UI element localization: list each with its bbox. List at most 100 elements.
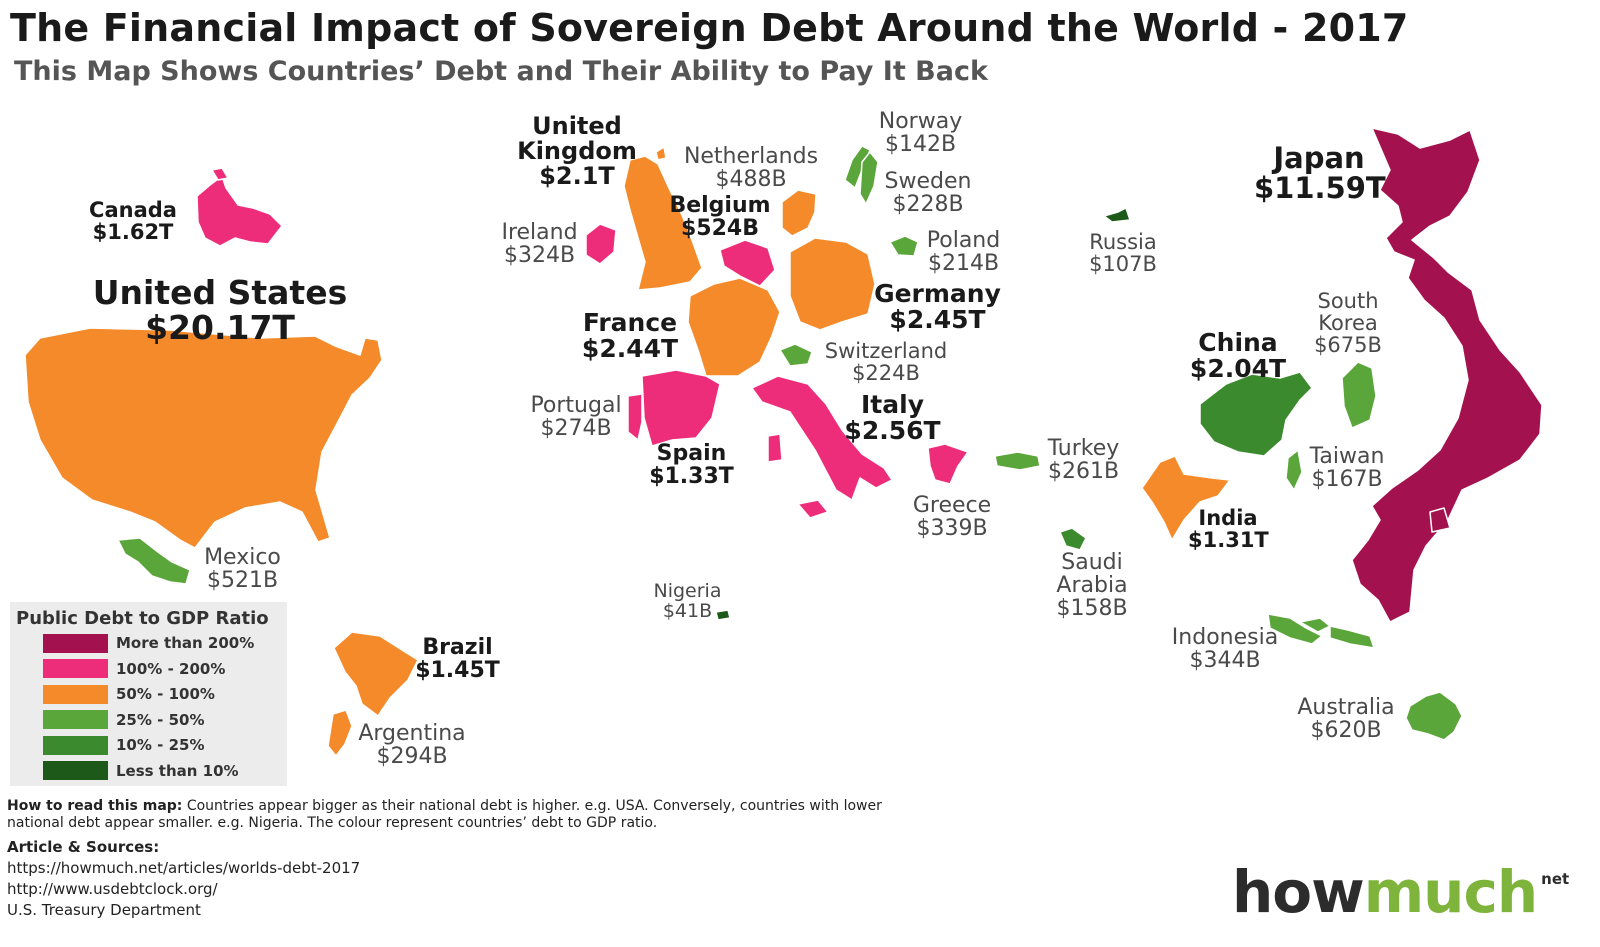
country-label-greece: Greece $339B (902, 494, 1002, 540)
country-label-canada: Canada $1.62T (78, 199, 188, 243)
country-debt-value: $20.17T (145, 307, 295, 347)
country-shape-turkey (994, 451, 1041, 471)
country-label-italy: Italy $2.56T (840, 390, 945, 446)
country-shape-switzerland (779, 343, 813, 367)
country-shape-taiwan (1285, 449, 1303, 491)
country-debt-value: $2.44T (581, 334, 679, 364)
country-shape-saudi-arabia (1059, 527, 1087, 551)
country-shape-germany (789, 237, 876, 331)
legend-swatch (43, 633, 108, 653)
country-debt-value: $675B (1314, 333, 1382, 358)
country-debt-value: $324B (503, 243, 576, 269)
country-label-brazil: Brazil $1.45T (410, 636, 505, 682)
legend-item: 100% - 200% (43, 658, 225, 680)
country-debt-value: $339B (916, 516, 988, 542)
country-shape-indonesia (1267, 613, 1375, 649)
legend: Public Debt to GDP Ratio More than 200% 1… (10, 602, 287, 786)
country-name: Ireland (501, 220, 578, 245)
country-debt-value: $524B (681, 216, 759, 242)
country-label-ireland: Ireland $324B (492, 221, 587, 267)
legend-item: 25% - 50% (43, 709, 204, 731)
legend-swatch (43, 659, 108, 678)
country-name: Sweden (884, 169, 972, 194)
source-us-treasury: U.S. Treasury Department (7, 901, 201, 919)
country-shape-united-kingdom (623, 146, 703, 291)
how-to-read-text: Countries appear bigger as their nationa… (7, 798, 882, 831)
country-shape-netherlands (781, 189, 817, 237)
country-name: Argentina (358, 721, 466, 746)
country-shape-brazil (333, 631, 419, 717)
country-shape-poland (889, 235, 919, 257)
country-shape-sweden (859, 151, 879, 205)
country-debt-value: $274B (540, 416, 612, 442)
legend-item: 50% - 100% (43, 683, 215, 705)
country-shape-china (1199, 371, 1313, 457)
country-shape-canada (196, 167, 283, 247)
country-shape-italy (751, 375, 893, 519)
page-subtitle: This Map Shows Countries’ Debt and Their… (14, 56, 988, 87)
how-to-read-heading: How to read this map: (7, 798, 183, 814)
country-debt-value: $2.1T (539, 162, 615, 191)
country-debt-value: $142B (884, 132, 957, 158)
legend-swatch (43, 735, 108, 755)
country-name: Turkey (1047, 436, 1120, 461)
country-debt-value: $228B (892, 192, 964, 218)
country-label-united-kingdom: United Kingdom $2.1T (512, 113, 642, 191)
country-name: Poland (926, 228, 1001, 253)
legend-label: 10% - 25% (116, 736, 205, 754)
country-name: Italy (861, 390, 924, 419)
source-link-howmuch[interactable]: https://howmuch.net/articles/worlds-debt… (7, 859, 361, 877)
how-to-read: How to read this map: Countries appear b… (7, 798, 907, 832)
country-name: Saudi Arabia (1056, 550, 1128, 599)
country-label-argentina: Argentina $294B (352, 722, 472, 768)
country-name: India (1198, 506, 1258, 530)
country-debt-value: $2.04T (1189, 354, 1287, 384)
logo-net: net (1541, 870, 1570, 888)
country-label-united-states: United States $20.17T (85, 275, 355, 347)
country-name: Switzerland (824, 339, 948, 363)
country-name: China (1198, 328, 1278, 357)
country-name: Nigeria (653, 580, 722, 602)
country-name: Portugal (530, 393, 622, 418)
country-debt-value: $11.59T (1254, 171, 1386, 206)
country-shape-russia (1103, 207, 1131, 223)
country-debt-value: $2.56T (844, 416, 941, 446)
country-name: Netherlands (683, 144, 819, 169)
country-name: Australia (1297, 695, 1395, 720)
legend-label: Less than 10% (116, 761, 239, 780)
sources-heading: Article & Sources: (7, 838, 160, 856)
country-label-netherlands: Netherlands $488B (676, 145, 826, 191)
country-name: Greece (912, 493, 992, 518)
country-debt-value: $107B (1089, 252, 1157, 277)
country-shape-spain (641, 369, 721, 447)
legend-title: Public Debt to GDP Ratio (16, 608, 269, 629)
country-label-switzerland: Switzerland $224B (816, 340, 956, 384)
country-shape-mexico (117, 537, 191, 585)
country-label-australia: Australia $620B (1286, 696, 1406, 742)
country-label-russia: Russia $107B (1078, 231, 1168, 275)
country-name: Canada (89, 198, 177, 222)
country-label-saudi-arabia: Saudi Arabia $158B (1042, 551, 1142, 620)
country-debt-value: $224B (852, 361, 920, 386)
country-label-china: China $2.04T (1188, 328, 1288, 384)
country-shape-australia (1405, 691, 1463, 741)
country-label-germany: Germany $2.45T (870, 280, 1005, 334)
howmuch-logo: howmuch net (1232, 858, 1569, 926)
country-name: Brazil (422, 635, 493, 660)
country-name: Russia (1089, 230, 1157, 254)
legend-swatch (43, 684, 108, 704)
legend-label: 100% - 200% (116, 659, 226, 678)
country-name: Norway (878, 109, 963, 134)
legend-swatch (43, 710, 108, 729)
country-shape-india (1141, 455, 1231, 541)
source-link-usdebtclock[interactable]: http://www.usdebtclock.org/ (7, 880, 218, 898)
legend-item: 10% - 25% (43, 734, 204, 756)
country-label-spain: Spain $1.33T (644, 442, 739, 488)
country-debt-value: $1.31T (1188, 528, 1269, 553)
country-debt-value: $620B (1310, 718, 1382, 744)
country-shape-portugal (627, 393, 643, 441)
legend-item: More than 200% (43, 632, 254, 654)
country-label-france: France $2.44T (575, 309, 685, 364)
country-label-nigeria: Nigeria $41B (640, 580, 735, 622)
